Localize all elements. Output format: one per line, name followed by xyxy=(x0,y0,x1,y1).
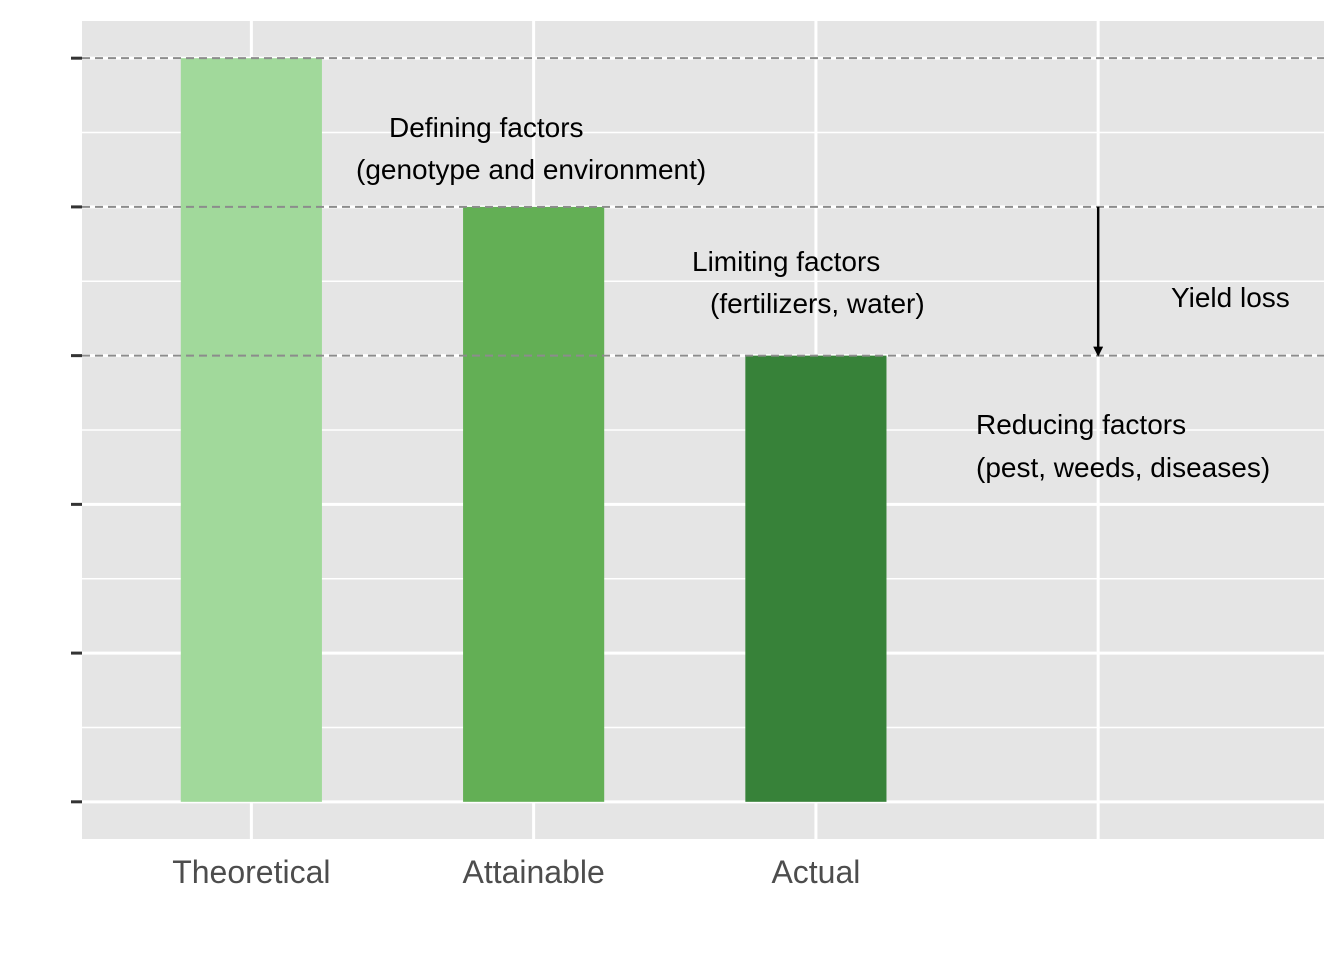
x-tick-label: Theoretical xyxy=(172,854,330,890)
bar-actual xyxy=(745,355,887,802)
reference-lines xyxy=(82,57,1324,357)
annotation-text: Defining factors xyxy=(389,112,584,143)
annotations: Defining factors (genotype and environmen… xyxy=(356,112,1290,483)
bars xyxy=(180,58,887,802)
annotation-text: Yield loss xyxy=(1171,282,1290,313)
annotation-text: (genotype and environment) xyxy=(356,154,706,185)
y-axis-ticks xyxy=(71,56,82,804)
bar-attainable xyxy=(463,206,605,802)
x-tick-label: Actual xyxy=(771,854,860,890)
x-tick-label: Attainable xyxy=(462,854,604,890)
x-axis-labels: Theoretical Attainable Actual xyxy=(172,854,860,890)
bar-theoretical xyxy=(180,58,322,802)
annotation-text: Limiting factors xyxy=(692,246,880,277)
annotation-text: Reducing factors xyxy=(976,409,1186,440)
annotation-text: (fertilizers, water) xyxy=(710,288,925,319)
annotation-text: (pest, weeds, diseases) xyxy=(976,452,1270,483)
